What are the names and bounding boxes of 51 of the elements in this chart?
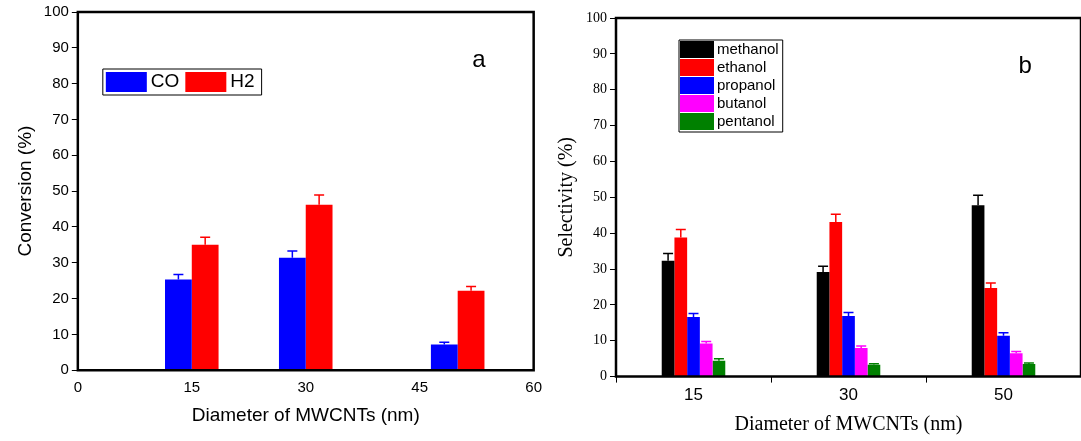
y-tick-label: 90 — [593, 45, 607, 61]
x-tick-label: 15 — [183, 378, 201, 396]
y-tick-label: 10 — [52, 324, 69, 342]
y-tick-label: 20 — [593, 296, 607, 312]
x-tick-label: 0 — [73, 378, 82, 396]
bar — [687, 317, 700, 377]
y-tick-label: 70 — [593, 117, 607, 133]
y-tick-label: 30 — [52, 252, 69, 270]
legend-label: propanol — [717, 76, 776, 94]
y-tick-label: 20 — [52, 288, 69, 306]
x-axis-title: Diameter of MWCNTs (nm) — [191, 403, 420, 425]
bar — [1009, 353, 1023, 377]
bar — [430, 344, 458, 370]
y-tick-label: 80 — [52, 73, 69, 91]
bar — [457, 290, 485, 370]
x-tick-label: 60 — [525, 378, 542, 396]
y-tick-label: 50 — [52, 181, 69, 199]
y-tick-label: 10 — [593, 332, 607, 348]
x-tick-label: 45 — [411, 378, 429, 396]
annotation: b — [1018, 50, 1032, 78]
annotation: a — [472, 44, 487, 72]
y-tick-label: 60 — [52, 145, 69, 163]
legend-label: CO — [150, 70, 180, 92]
y-tick-label: 60 — [593, 153, 607, 169]
y-tick-label: 80 — [593, 81, 607, 97]
y-tick-label: 90 — [52, 37, 69, 55]
y-tick-label: 40 — [593, 224, 607, 240]
bar — [854, 347, 868, 377]
legend-label: methanol — [717, 40, 779, 58]
x-tick-label: 30 — [839, 385, 858, 405]
y-tick-label: 0 — [60, 360, 69, 378]
bar — [842, 316, 855, 377]
y-tick-label: 0 — [600, 368, 607, 384]
y-tick-label: 50 — [593, 188, 607, 204]
x-tick-label: 15 — [684, 385, 703, 405]
y-tick-label: 100 — [43, 2, 69, 20]
x-tick-label: 50 — [994, 385, 1013, 405]
y-axis-title: Conversion (%) — [13, 125, 35, 257]
bar — [699, 343, 713, 377]
y-tick-label: 30 — [593, 260, 607, 276]
x-axis-title: Diameter of MWCNTs (nm) — [734, 412, 963, 436]
y-tick-label: 100 — [586, 9, 607, 25]
y-axis-title: Selectivity (%) — [554, 137, 578, 258]
bar — [997, 335, 1010, 377]
legend-label: pentanol — [717, 112, 775, 130]
legend-label: ethanol — [717, 58, 767, 76]
x-tick-label: 30 — [297, 378, 315, 396]
y-tick-label: 70 — [52, 109, 69, 127]
legend-label: butanol — [717, 94, 767, 112]
y-tick-label: 40 — [52, 217, 69, 235]
legend-label: H2 — [230, 70, 255, 92]
